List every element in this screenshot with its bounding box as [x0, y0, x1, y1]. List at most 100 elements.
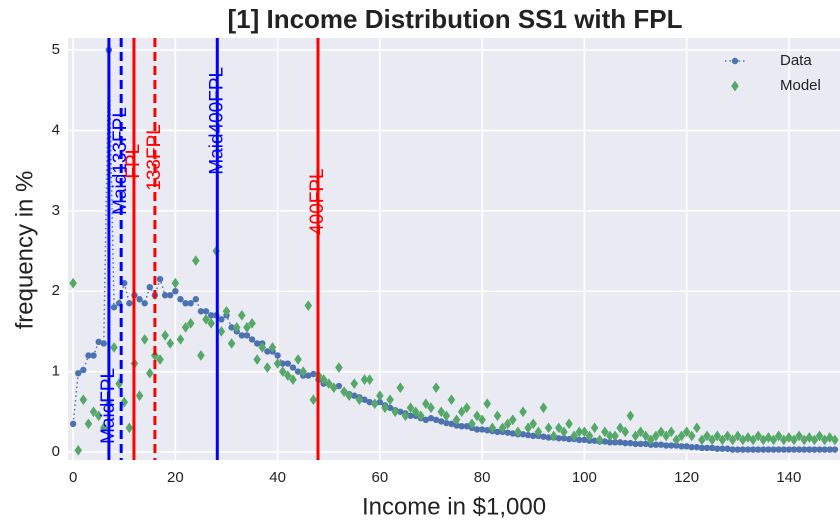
model-point: [335, 362, 343, 373]
data-point: [192, 296, 200, 303]
data-point: [652, 441, 660, 448]
legend: Data Model: [725, 52, 821, 94]
data-point: [519, 431, 527, 438]
data-point: [207, 312, 215, 319]
data-point: [248, 336, 256, 343]
model-point: [202, 314, 210, 325]
model-point: [309, 394, 318, 406]
model-point: [723, 430, 732, 442]
data-point: [279, 360, 286, 367]
model-point: [682, 426, 691, 438]
model-point: [273, 358, 282, 369]
chart-title: [1] Income Distribution SS1 with FPL: [227, 4, 682, 34]
model-point: [514, 426, 522, 438]
model-point: [125, 422, 134, 434]
model-point: [508, 414, 517, 426]
data-point: [361, 396, 368, 403]
data-point: [683, 443, 690, 450]
data-point: [172, 288, 179, 295]
data-point: [780, 446, 787, 453]
data-point: [744, 446, 752, 453]
data-point: [177, 296, 184, 303]
model-point: [253, 354, 261, 365]
model-point: [289, 374, 297, 385]
x-tick-label: 120: [674, 469, 699, 486]
model-point: [560, 426, 568, 438]
model-point: [416, 410, 425, 422]
data-point: [831, 446, 839, 453]
model-point: [626, 410, 635, 422]
data-point: [473, 426, 481, 433]
data-point: [167, 292, 174, 299]
data-point: [95, 338, 102, 346]
data-point: [463, 423, 470, 430]
model-point: [258, 342, 267, 353]
model-point: [616, 422, 624, 434]
model-point: [248, 318, 256, 329]
y-tick-label: 1: [52, 363, 60, 380]
data-point: [729, 446, 736, 453]
data-point: [811, 446, 818, 453]
model-point: [831, 434, 839, 446]
data-point: [289, 364, 297, 371]
model-point: [519, 406, 527, 418]
data-point: [688, 443, 695, 451]
data-point: [560, 435, 568, 442]
data-point: [197, 308, 205, 315]
model-point: [585, 430, 594, 442]
data-point: [790, 446, 798, 453]
model-point: [810, 434, 819, 446]
model-point: [263, 362, 272, 373]
data-point: [606, 439, 614, 446]
data-point: [611, 439, 619, 446]
model-point: [166, 338, 175, 349]
data-point: [806, 446, 813, 453]
model-point: [815, 430, 824, 442]
data-point: [187, 300, 194, 307]
data-point: [386, 404, 394, 411]
data-point: [668, 442, 675, 449]
data-point: [443, 419, 450, 427]
model-point: [575, 426, 584, 438]
model-point: [565, 418, 573, 430]
model-point: [769, 434, 778, 446]
model-point: [330, 382, 338, 393]
data-point: [760, 446, 767, 453]
data-point: [662, 442, 670, 449]
x-tick-label: 20: [167, 469, 184, 486]
data-point: [228, 324, 235, 331]
data-point: [253, 340, 261, 347]
model-point: [641, 430, 650, 442]
y-tick-label: 5: [52, 41, 60, 58]
model-point: [580, 426, 589, 438]
model-point: [606, 430, 614, 442]
model-point: [156, 354, 164, 365]
model-point: [192, 255, 200, 266]
model-point: [69, 277, 77, 289]
model-point: [442, 410, 451, 422]
y-tick-label: 3: [52, 202, 60, 219]
model-point: [437, 406, 446, 418]
model-point: [432, 382, 440, 393]
model-point: [222, 305, 231, 317]
data-point: [422, 416, 430, 424]
data-point: [795, 446, 803, 453]
data-point: [642, 440, 649, 448]
model-point: [284, 370, 292, 381]
legend-label: Model: [780, 77, 821, 94]
model-point: [411, 406, 420, 418]
data-point: [785, 446, 793, 453]
model-point: [319, 374, 328, 385]
model-point: [391, 406, 400, 418]
model-point: [345, 390, 353, 402]
data-point: [453, 422, 460, 429]
model-point: [278, 366, 287, 377]
data-point: [90, 352, 97, 359]
data-point: [478, 426, 486, 433]
model-point: [135, 390, 144, 402]
fpl-label: Maid400FPL: [206, 67, 227, 175]
data-point: [182, 300, 189, 307]
model-point: [764, 432, 773, 443]
data-point: [305, 372, 312, 379]
model-point: [795, 430, 803, 442]
